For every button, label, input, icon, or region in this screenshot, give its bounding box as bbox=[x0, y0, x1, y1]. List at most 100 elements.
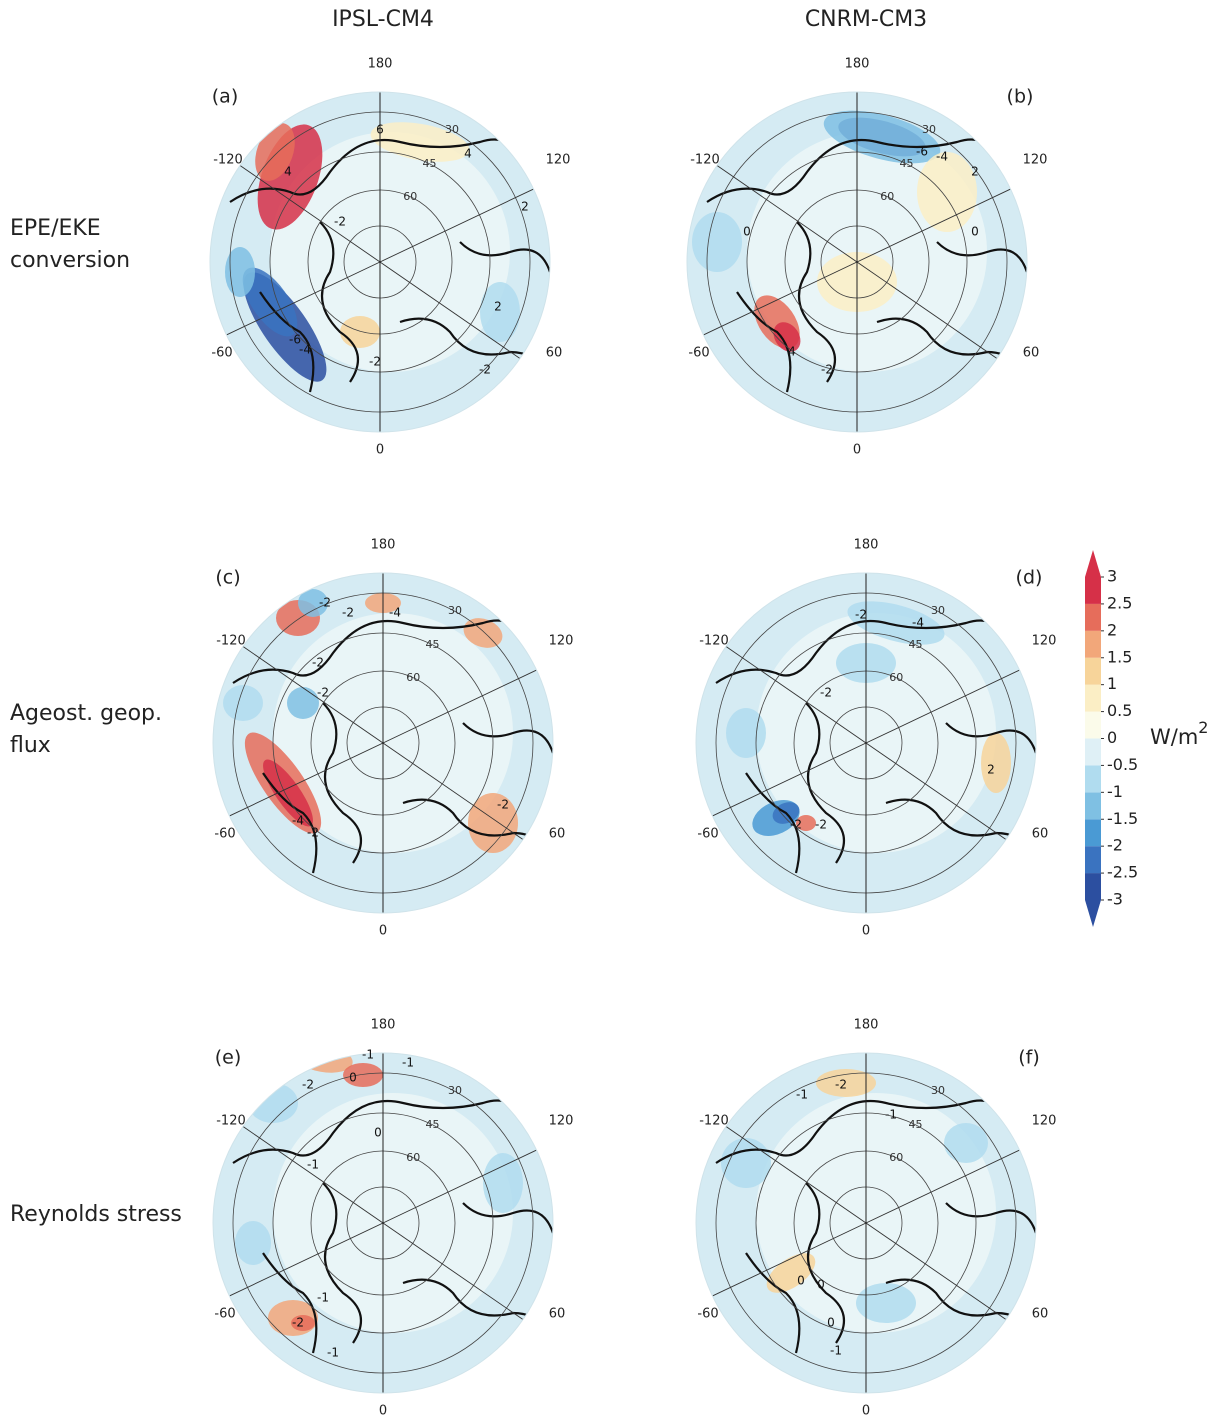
map-border bbox=[209, 91, 551, 433]
contour-label: -2 bbox=[835, 1078, 847, 1092]
panel-label: (e) bbox=[215, 1047, 242, 1069]
map-border bbox=[212, 1052, 554, 1394]
contour-label: 2 bbox=[494, 300, 502, 314]
longitude-label: -120 bbox=[216, 1114, 246, 1129]
anomaly-patch bbox=[235, 1221, 271, 1265]
map-border bbox=[695, 572, 1037, 914]
latitude-label: 30 bbox=[922, 123, 936, 136]
colorbar-segment bbox=[1085, 819, 1101, 847]
contour-label: -2 bbox=[302, 1078, 314, 1092]
panel-label: (a) bbox=[212, 86, 238, 108]
anomaly-patch bbox=[766, 1253, 816, 1293]
latitude-label: 60 bbox=[889, 671, 903, 684]
contour-label: 0 bbox=[797, 1274, 805, 1288]
meridian bbox=[229, 742, 384, 817]
contour-label: -1 bbox=[402, 1056, 414, 1070]
contour-label: -6 bbox=[916, 145, 928, 159]
contour-label: -4 bbox=[299, 343, 311, 357]
contour-label: 4 bbox=[284, 165, 292, 179]
anomaly-patch bbox=[255, 123, 295, 181]
anomaly-patch bbox=[263, 759, 313, 827]
column-title: IPSL-CM4 bbox=[332, 7, 434, 32]
longitude-label: 60 bbox=[1032, 827, 1049, 842]
longitude-label: -120 bbox=[699, 634, 729, 649]
coastline bbox=[715, 1099, 1036, 1354]
longitude-label: 180 bbox=[854, 1018, 879, 1033]
panel-label: (d) bbox=[1016, 567, 1043, 589]
latitude-label: 45 bbox=[426, 1118, 440, 1131]
contour-label: -2 bbox=[497, 798, 509, 812]
field-bg bbox=[756, 613, 996, 853]
meridian bbox=[379, 261, 521, 359]
coastline bbox=[715, 619, 1036, 874]
longitude-label: 0 bbox=[862, 924, 870, 939]
contour-label: -2 bbox=[292, 1316, 304, 1330]
anomaly-patch bbox=[291, 1315, 315, 1331]
anomaly-patch bbox=[692, 212, 742, 272]
longitude-label: 60 bbox=[1023, 346, 1040, 361]
colorbar-segment bbox=[1085, 684, 1101, 712]
map-border bbox=[686, 91, 1028, 433]
longitude-label: 180 bbox=[368, 57, 393, 72]
colorbar-tick-label: -2.5 bbox=[1107, 863, 1138, 882]
coastline bbox=[232, 1099, 553, 1354]
longitude-label: -60 bbox=[697, 1307, 718, 1322]
longitude-label: 60 bbox=[549, 827, 566, 842]
contour-label: -2 bbox=[319, 596, 331, 610]
meridian bbox=[703, 261, 858, 336]
contour-label: 4 bbox=[464, 147, 472, 161]
colorbar-segment bbox=[1085, 711, 1101, 739]
meridian bbox=[379, 188, 534, 263]
colorbar-tick-label: 3 bbox=[1107, 567, 1117, 586]
contour-label: -2 bbox=[307, 826, 319, 840]
meridian bbox=[242, 1126, 384, 1224]
longitude-label: 120 bbox=[1023, 153, 1048, 168]
latitude-label: 60 bbox=[406, 1151, 420, 1164]
contour-label: -1 bbox=[307, 1158, 319, 1172]
meridian bbox=[226, 261, 381, 336]
longitude-label: -120 bbox=[216, 634, 246, 649]
map-fields bbox=[223, 573, 553, 913]
anomaly-patch bbox=[816, 1069, 876, 1097]
longitude-label: 120 bbox=[549, 634, 574, 649]
contour-label: -2 bbox=[369, 355, 381, 369]
meridian bbox=[865, 742, 1007, 840]
colorbar-segment bbox=[1085, 577, 1101, 604]
anomaly-patch bbox=[480, 282, 520, 342]
anomaly-patch bbox=[856, 1283, 916, 1323]
longitude-label: 180 bbox=[371, 1018, 396, 1033]
anomaly-patch bbox=[847, 601, 945, 645]
longitude-label: 60 bbox=[549, 1307, 566, 1322]
map-border bbox=[695, 1052, 1037, 1394]
latitude-label: 60 bbox=[889, 1151, 903, 1164]
meridian bbox=[865, 1222, 1007, 1320]
anomaly-patch bbox=[823, 110, 941, 164]
colorbar-segment bbox=[1085, 873, 1101, 900]
contour-label: -4 bbox=[912, 616, 924, 630]
unit-superscript: 2 bbox=[1198, 718, 1208, 737]
anomaly-patch bbox=[225, 247, 255, 297]
latitude-label: 30 bbox=[445, 123, 459, 136]
map-fields bbox=[692, 92, 1027, 432]
map-border bbox=[212, 572, 554, 914]
contour-label: -2 bbox=[312, 656, 324, 670]
contour-label: -1 bbox=[830, 1344, 842, 1358]
contour-label: -1 bbox=[796, 1088, 808, 1102]
contour-label: -2 bbox=[317, 686, 329, 700]
contour-label: -1 bbox=[317, 1291, 329, 1305]
anomaly-patch bbox=[726, 708, 766, 758]
anomaly-patch bbox=[340, 316, 380, 348]
colorbar-unit: W/m2 bbox=[1150, 718, 1208, 750]
longitude-label: -60 bbox=[214, 1307, 235, 1322]
anomaly-patch bbox=[773, 322, 801, 352]
colorbar-arrow-bottom bbox=[1085, 900, 1101, 927]
colorbar-segment bbox=[1085, 846, 1101, 874]
latitude-label: 60 bbox=[403, 190, 417, 203]
coastline bbox=[229, 138, 550, 393]
coastline bbox=[706, 138, 1027, 393]
latitude-label: 45 bbox=[909, 1118, 923, 1131]
longitude-label: 0 bbox=[853, 443, 861, 458]
anomaly-patch bbox=[796, 815, 816, 831]
